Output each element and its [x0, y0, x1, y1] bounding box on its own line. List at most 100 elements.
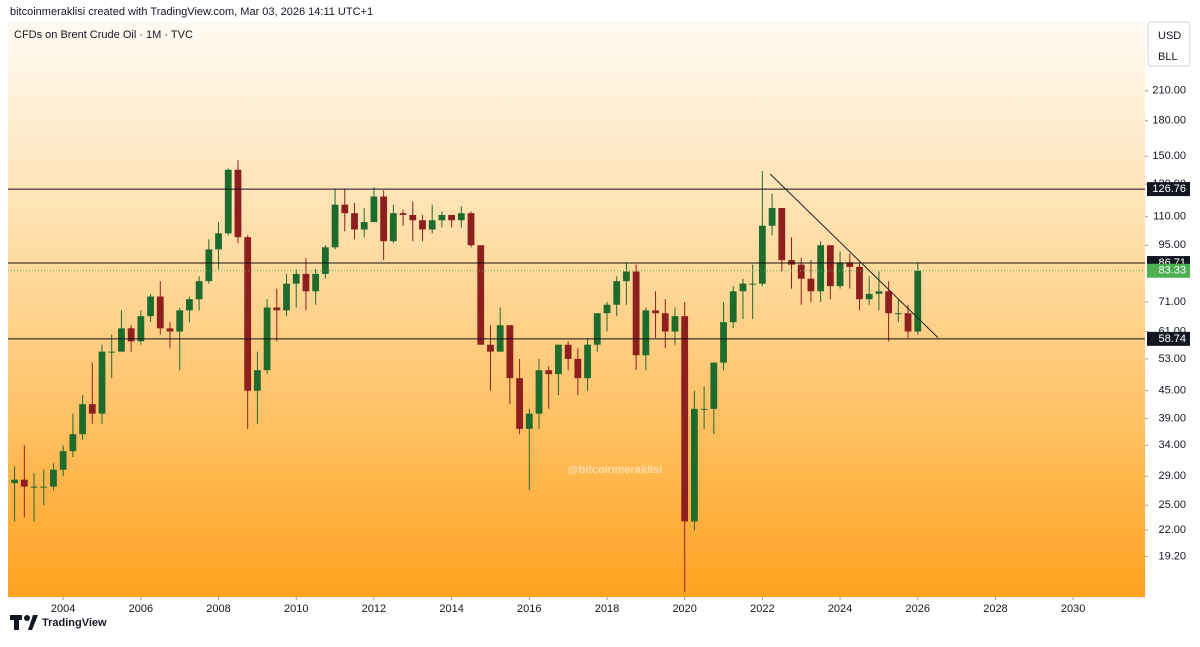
candle-body [690, 408, 698, 522]
y-tick-label: 210.00 [1152, 85, 1186, 97]
candle-body [593, 313, 601, 345]
x-tick-label: 2028 [983, 603, 1007, 615]
level-label-bg [1147, 182, 1190, 197]
candle-body [351, 213, 358, 230]
candle-body [79, 404, 86, 435]
y-tick-label: 22.00 [1158, 524, 1186, 536]
candle-body [118, 328, 125, 352]
candle-body [428, 220, 436, 230]
candle-body [729, 291, 737, 323]
candle-body [487, 344, 494, 352]
x-tick-label: 2020 [672, 603, 696, 615]
candle-body [749, 283, 757, 285]
candle-body [758, 225, 766, 284]
candle-body [681, 316, 689, 522]
y-tick-label: 150.00 [1152, 150, 1186, 162]
candle-body [409, 214, 417, 221]
candle-body [69, 434, 77, 452]
candle-body [467, 213, 475, 246]
candle-body [914, 270, 922, 332]
candle-body [88, 404, 96, 414]
candle-body [341, 204, 349, 214]
candle-body [807, 278, 815, 292]
candle-body [885, 291, 893, 314]
candle-body [603, 304, 611, 314]
candle-body [273, 307, 281, 311]
y-tick-label: 19.20 [1158, 550, 1186, 562]
candle-body [564, 344, 572, 359]
candle-body [59, 451, 67, 470]
candle-body [98, 351, 106, 414]
candle-body [292, 273, 300, 284]
candle-body [535, 370, 543, 414]
y-tick-label: 110.00 [1153, 211, 1186, 223]
candle-body [768, 208, 776, 226]
candle-body [224, 169, 232, 234]
x-tick-label: 2004 [51, 603, 75, 615]
watermark: @bitcoinmeraklisi [568, 464, 662, 476]
candle-body [195, 281, 203, 300]
candle-body [11, 479, 19, 484]
y-tick-label: 34.00 [1158, 439, 1186, 451]
candle-body [253, 370, 261, 391]
level-label-bg [1147, 331, 1190, 346]
y-tick-label: 39.00 [1158, 412, 1186, 424]
candle-body [671, 316, 679, 332]
candle-body [147, 296, 154, 317]
level-label: 126.76 [1152, 183, 1186, 195]
candle-body [700, 408, 708, 410]
candle-body [904, 313, 912, 332]
y-tick-label: 53.00 [1158, 353, 1186, 365]
candle-body [894, 313, 902, 315]
candle-body [720, 322, 727, 363]
candle-body [370, 196, 378, 223]
candle-body [506, 325, 514, 379]
candle-body [399, 213, 407, 215]
plot-background [8, 22, 1145, 597]
candle-body [20, 479, 28, 487]
candle-body [419, 220, 426, 230]
candle-body [127, 328, 135, 342]
candle-body [856, 266, 863, 300]
last-price-label: 83.33 [1158, 265, 1186, 277]
candle-body [778, 208, 786, 261]
candle-body [176, 310, 184, 332]
y-tick-label: 29.00 [1158, 470, 1186, 482]
candle-body [166, 328, 174, 332]
candle-body [613, 281, 621, 305]
x-tick-label: 2030 [1061, 603, 1085, 615]
candle-body [661, 313, 669, 332]
x-tick-label: 2010 [284, 603, 308, 615]
header-text: bitcoinmeraklisi created with TradingVie… [10, 6, 373, 18]
unit: BLL [1158, 51, 1178, 63]
x-tick-label: 2006 [129, 603, 153, 615]
candle-body [234, 169, 242, 238]
candle-body [817, 245, 825, 292]
x-tick-label: 2024 [828, 603, 852, 615]
candle-body [40, 486, 48, 488]
candle-body [652, 310, 659, 314]
candle-body [108, 351, 116, 353]
x-tick-label: 2012 [362, 603, 386, 615]
x-tick-label: 2018 [595, 603, 619, 615]
candle-body [215, 233, 222, 250]
candle-body [360, 222, 368, 230]
candle-body [448, 214, 456, 221]
currency-box[interactable] [1147, 21, 1191, 67]
candle-body [331, 204, 339, 248]
y-tick-label: 45.00 [1158, 385, 1186, 397]
candle-body [555, 344, 562, 375]
candle-body [797, 264, 805, 279]
candle-body [312, 273, 320, 292]
candle-body [50, 469, 57, 487]
candle-body [477, 245, 485, 345]
symbol-title: CFDs on Brent Crude Oil · 1M · TVC [14, 29, 193, 41]
level-label: 58.74 [1158, 333, 1186, 345]
candle-body [516, 378, 523, 429]
candle-body [836, 262, 844, 287]
candle-body [283, 283, 290, 311]
last-price-bg [1147, 263, 1190, 278]
candle-body [826, 245, 834, 287]
x-tick-label: 2016 [517, 603, 541, 615]
